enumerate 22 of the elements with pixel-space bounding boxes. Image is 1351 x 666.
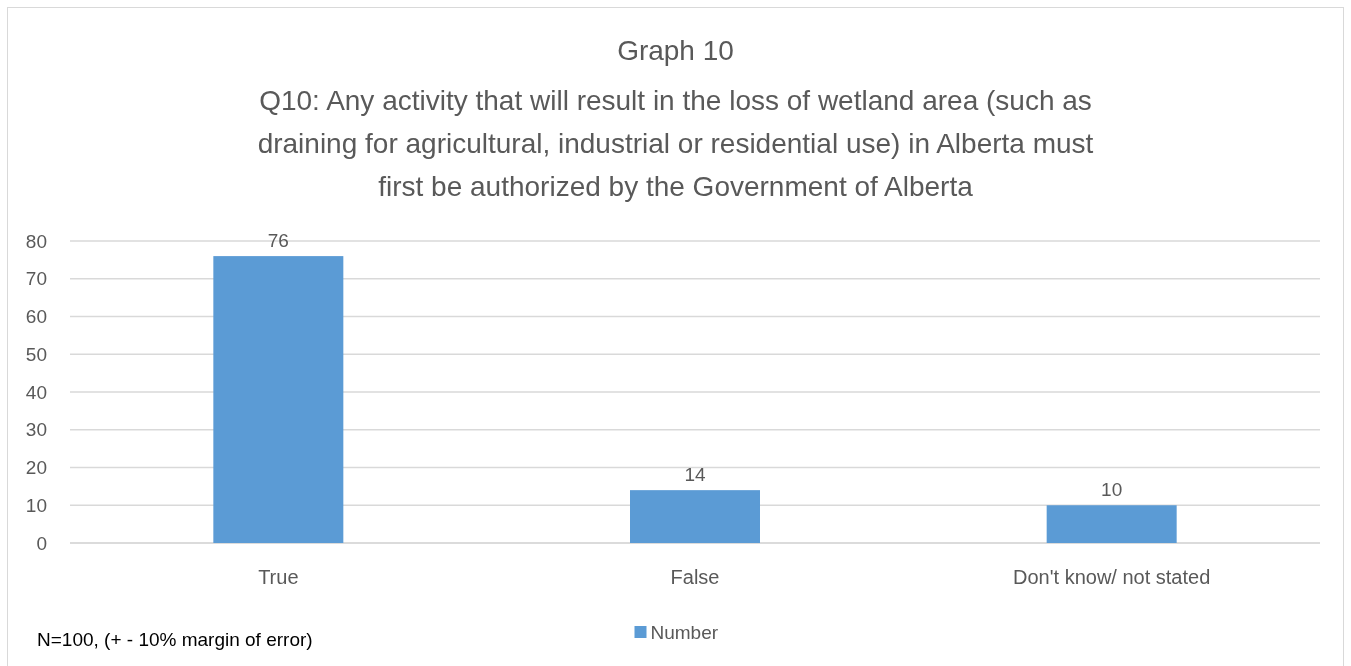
bar (1046, 505, 1177, 543)
y-tick-label: 40 (25, 381, 47, 403)
legend-label: Number (650, 621, 719, 643)
y-tick-label: 70 (25, 268, 47, 290)
y-tick-label: 10 (25, 494, 47, 516)
y-tick-label: 80 (25, 230, 47, 252)
data-label: 14 (684, 464, 706, 486)
y-tick-label: 30 (25, 419, 47, 441)
x-tick-label: True (258, 566, 299, 588)
y-tick-label: 20 (25, 457, 47, 479)
bar (630, 490, 760, 543)
chart-title: Graph 10 (617, 35, 734, 66)
text: N=100, (+ - 10% margin of error) (37, 629, 313, 650)
bar (213, 256, 344, 543)
y-tick-label: 0 (36, 532, 47, 554)
data-label: 10 (1101, 479, 1123, 501)
x-tick-label: False (670, 566, 720, 588)
y-tick-label: 50 (25, 343, 47, 365)
y-tick-label: 60 (25, 306, 47, 328)
x-tick-label: Don't know/ not stated (1013, 566, 1211, 588)
data-label: 76 (267, 230, 289, 252)
chart-subtitle: Q10: Any activity that will result in the loss of wetland area (such as draining for agricultural, industrial or residential use) in Alberta must first be authorized by the Government of Alberta (257, 85, 1094, 202)
